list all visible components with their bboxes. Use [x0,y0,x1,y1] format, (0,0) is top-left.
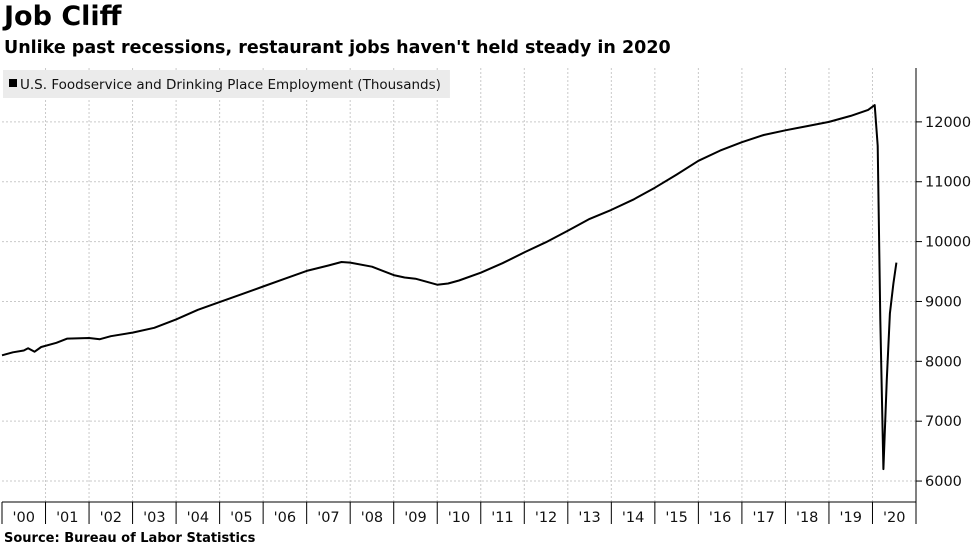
x-tick-label: '09 [404,510,426,526]
x-tick-label: '15 [665,510,687,526]
x-tick-label: '20 [883,510,905,526]
x-tick-label: '10 [448,510,470,526]
x-tick-label: '08 [361,510,383,526]
legend-label: U.S. Foodservice and Drinking Place Empl… [20,77,441,93]
x-tick-label: '00 [13,510,35,526]
y-tick-label: 12000 [925,115,971,131]
x-tick-label: '17 [752,510,774,526]
x-tick-label: '04 [187,510,209,526]
x-tick-label: '03 [143,510,165,526]
x-tick-label: '13 [578,510,600,526]
x-tick-label: '02 [100,510,122,526]
y-tick-label: 11000 [925,175,971,191]
x-tick-label: '06 [274,510,296,526]
x-tick-label: '11 [491,510,513,526]
y-tick-label: 10000 [925,235,971,251]
chart-subtitle: Unlike past recessions, restaurant jobs … [4,38,671,58]
legend: U.S. Foodservice and Drinking Place Empl… [3,70,450,98]
x-tick-label: '19 [839,510,861,526]
x-tick-label: '14 [622,510,644,526]
x-tick-label: '07 [317,510,339,526]
chart-title: Job Cliff [4,1,122,32]
source-note: Source: Bureau of Labor Statistics [4,531,256,546]
y-tick-label: 8000 [925,354,962,370]
y-tick-label: 9000 [925,294,962,310]
legend-swatch [9,79,17,87]
x-tick-label: '18 [796,510,818,526]
x-tick-label: '16 [709,510,731,526]
legend-background [3,70,450,98]
y-tick-label: 6000 [925,474,962,490]
x-tick-label: '12 [535,510,557,526]
series-line [1,104,898,471]
x-tick-label: '05 [230,510,252,526]
y-tick-label: 7000 [925,414,962,430]
x-tick-label: '01 [56,510,78,526]
